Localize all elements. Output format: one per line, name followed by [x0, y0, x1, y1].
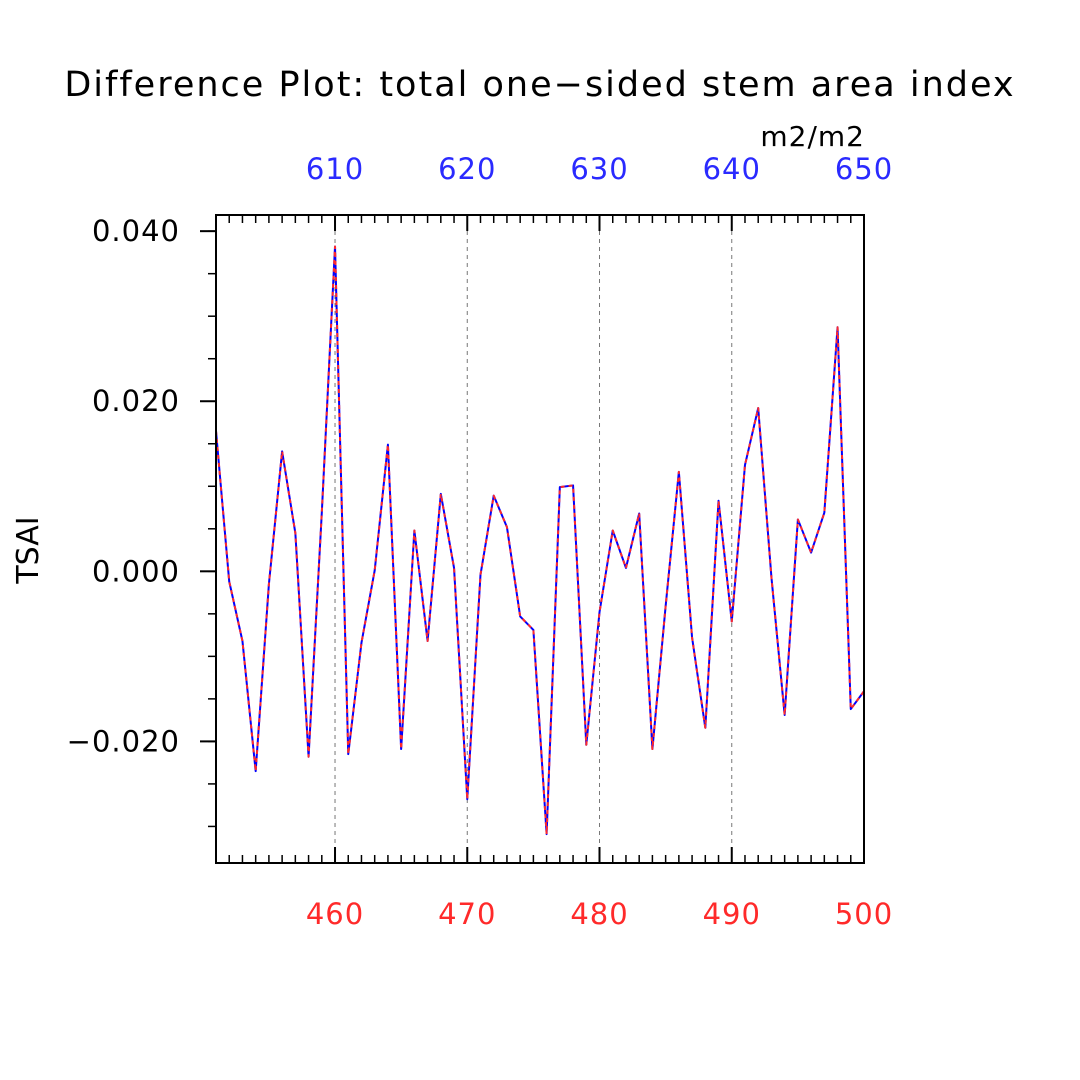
x-tick-label-bottom: 490: [703, 897, 761, 931]
y-tick-label: 0.040: [92, 214, 180, 248]
chart-title: Difference Plot: total one−sided stem ar…: [64, 65, 1015, 105]
tick-labels: −0.020 0.000 0.020 0.040 460 470 480 490 500 610 6…: [67, 152, 893, 931]
y-axis-label: TSAI: [11, 516, 46, 584]
major-ticks: [200, 215, 865, 863]
x-tick-label-top: 650: [835, 152, 893, 186]
plot-frame: [215, 214, 865, 864]
x-tick-label-bottom: 480: [570, 897, 628, 931]
units-label: m2/m2: [760, 120, 865, 153]
x-tick-label-top: 620: [438, 152, 496, 186]
x-tick-label-bottom: 460: [306, 897, 364, 931]
y-tick-label: 0.000: [92, 554, 180, 588]
y-tick-label: −0.020: [67, 724, 180, 758]
series-lines: [215, 245, 865, 836]
y-tick-label: 0.020: [92, 384, 180, 418]
x-tick-label-top: 640: [703, 152, 761, 186]
x-tick-label-top: 610: [306, 152, 364, 186]
vertical-grid: [334, 215, 733, 863]
x-tick-label-bottom: 500: [835, 897, 893, 931]
series-line-dashed: [215, 245, 865, 836]
x-tick-label-bottom: 470: [438, 897, 496, 931]
x-tick-label-top: 630: [570, 152, 628, 186]
